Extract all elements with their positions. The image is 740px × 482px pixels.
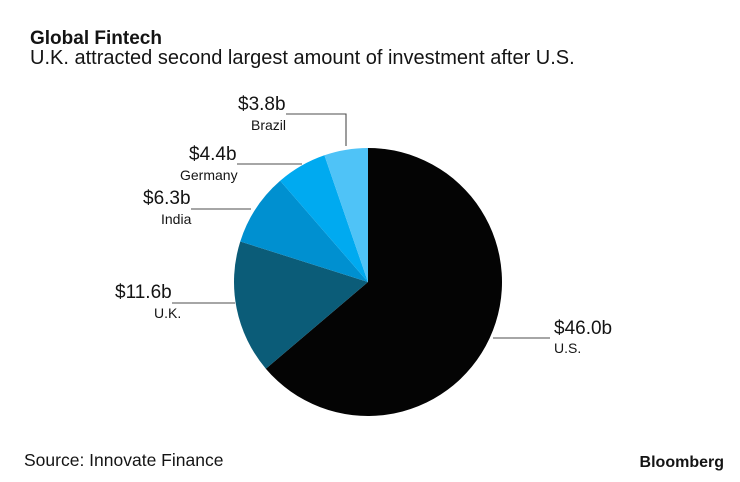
svg-text:$6.3b: $6.3b (143, 188, 191, 209)
svg-text:$46.0b: $46.0b (554, 318, 612, 339)
svg-text:Brazil: Brazil (251, 117, 286, 133)
svg-text:$11.6b: $11.6b (115, 282, 172, 303)
svg-text:Germany: Germany (180, 167, 238, 183)
svg-text:$3.8b: $3.8b (238, 94, 286, 115)
svg-text:$4.4b: $4.4b (189, 144, 237, 165)
svg-text:U.K.: U.K. (154, 305, 181, 321)
svg-text:India: India (161, 211, 192, 227)
svg-text:U.S.: U.S. (554, 340, 581, 356)
